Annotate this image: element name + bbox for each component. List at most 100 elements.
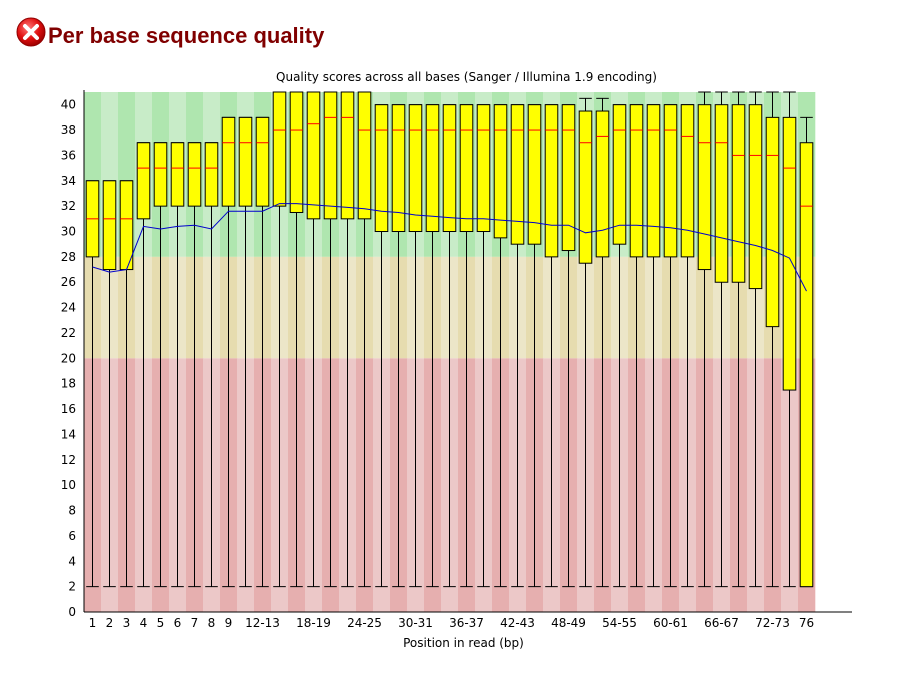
iqr-box xyxy=(272,91,287,207)
error-x-icon xyxy=(16,17,46,47)
x-tick-label: 66-67 xyxy=(704,616,739,630)
y-tick-label: 36 xyxy=(61,148,76,162)
box-plot-position xyxy=(204,142,219,588)
box-plot-position xyxy=(221,116,236,588)
x-tick-label: 4 xyxy=(140,616,148,630)
box-plot-position xyxy=(357,91,372,588)
report-header: Per base sequence quality xyxy=(16,14,324,50)
y-tick-label: 30 xyxy=(61,225,76,239)
box-plot-position xyxy=(323,91,338,588)
iqr-box xyxy=(731,104,746,283)
chart-axes xyxy=(83,90,852,613)
iqr-box xyxy=(578,110,593,264)
x-tick-label: 48-49 xyxy=(551,616,586,630)
box-plot-position xyxy=(714,91,729,588)
iqr-box xyxy=(442,104,457,233)
iqr-box xyxy=(136,142,151,220)
y-tick-label: 6 xyxy=(68,529,76,543)
x-tick-label: 60-61 xyxy=(653,616,688,630)
box-plot-position xyxy=(595,97,610,588)
iqr-box xyxy=(119,180,134,271)
iqr-box xyxy=(493,104,508,239)
x-tick-label: 72-73 xyxy=(755,616,790,630)
iqr-box xyxy=(170,142,185,207)
box-plot-position xyxy=(187,142,202,588)
iqr-box xyxy=(306,91,321,220)
x-tick-label: 3 xyxy=(123,616,131,630)
box-plot-position xyxy=(136,142,151,588)
iqr-box xyxy=(544,104,559,258)
chart-title: Quality scores across all bases (Sanger … xyxy=(276,70,657,84)
box-plot-position xyxy=(340,91,355,588)
box-plot-position xyxy=(646,104,661,588)
box-plot-position xyxy=(408,104,423,588)
x-axis-label: Position in read (bp) xyxy=(403,636,524,650)
box-plot-position xyxy=(170,142,185,588)
box-plot-position xyxy=(748,91,763,588)
y-tick-label: 20 xyxy=(61,351,76,365)
box-plot-position xyxy=(153,142,168,588)
iqr-box xyxy=(102,180,117,271)
iqr-box xyxy=(476,104,491,233)
y-tick-label: 40 xyxy=(61,98,76,112)
box-plot-position xyxy=(374,104,389,588)
iqr-box xyxy=(187,142,202,207)
x-tick-label: 30-31 xyxy=(398,616,433,630)
x-tick-label: 12-13 xyxy=(245,616,280,630)
x-tick-label: 42-43 xyxy=(500,616,535,630)
y-tick-label: 12 xyxy=(61,453,76,467)
x-tick-label: 54-55 xyxy=(602,616,637,630)
y-tick-label: 8 xyxy=(68,504,76,518)
iqr-box xyxy=(663,104,678,258)
y-tick-label: 18 xyxy=(61,377,76,391)
x-tick-label: 18-19 xyxy=(296,616,331,630)
x-tick-label: 76 xyxy=(799,616,814,630)
y-tick-label: 16 xyxy=(61,402,76,416)
x-tick-label: 36-37 xyxy=(449,616,484,630)
x-tick-label: 6 xyxy=(174,616,182,630)
iqr-box xyxy=(289,91,304,213)
y-tick-label: 4 xyxy=(68,554,76,568)
box-plot-position xyxy=(442,104,457,588)
box-plot-position xyxy=(238,116,253,588)
iqr-box xyxy=(629,104,644,258)
box-plot-position xyxy=(561,104,576,588)
iqr-box xyxy=(697,104,712,271)
box-plot-position xyxy=(289,91,304,588)
iqr-box xyxy=(748,104,763,290)
box-plot-position xyxy=(799,116,814,588)
y-tick-label: 34 xyxy=(61,174,76,188)
box-plot-position xyxy=(476,104,491,588)
x-tick-label: 24-25 xyxy=(347,616,382,630)
x-tick-label: 9 xyxy=(225,616,233,630)
iqr-box xyxy=(782,116,797,391)
x-tick-label: 1 xyxy=(89,616,97,630)
iqr-box xyxy=(425,104,440,233)
box-plot-position xyxy=(765,91,780,588)
box-plot-position xyxy=(306,91,321,588)
box-plot-position xyxy=(731,91,746,588)
iqr-box xyxy=(323,91,338,220)
y-tick-label: 10 xyxy=(61,478,76,492)
iqr-box xyxy=(680,104,695,258)
box-plot-position xyxy=(85,180,100,588)
iqr-box xyxy=(204,142,219,207)
y-tick-label: 0 xyxy=(68,605,76,619)
box-plot-position xyxy=(578,97,593,588)
x-tick-label: 5 xyxy=(157,616,165,630)
x-tick-label: 2 xyxy=(106,616,114,630)
y-tick-label: 38 xyxy=(61,123,76,137)
iqr-box xyxy=(510,104,525,245)
box-plot-position xyxy=(425,104,440,588)
box-plot-position xyxy=(697,91,712,588)
iqr-box xyxy=(374,104,389,233)
box-plot-position xyxy=(612,104,627,588)
box-plot-position xyxy=(391,104,406,588)
iqr-box xyxy=(391,104,406,233)
box-plot-position xyxy=(680,104,695,588)
mean-line-layer xyxy=(92,203,807,292)
box-plot-position xyxy=(119,180,134,588)
box-plot-position xyxy=(255,116,270,588)
